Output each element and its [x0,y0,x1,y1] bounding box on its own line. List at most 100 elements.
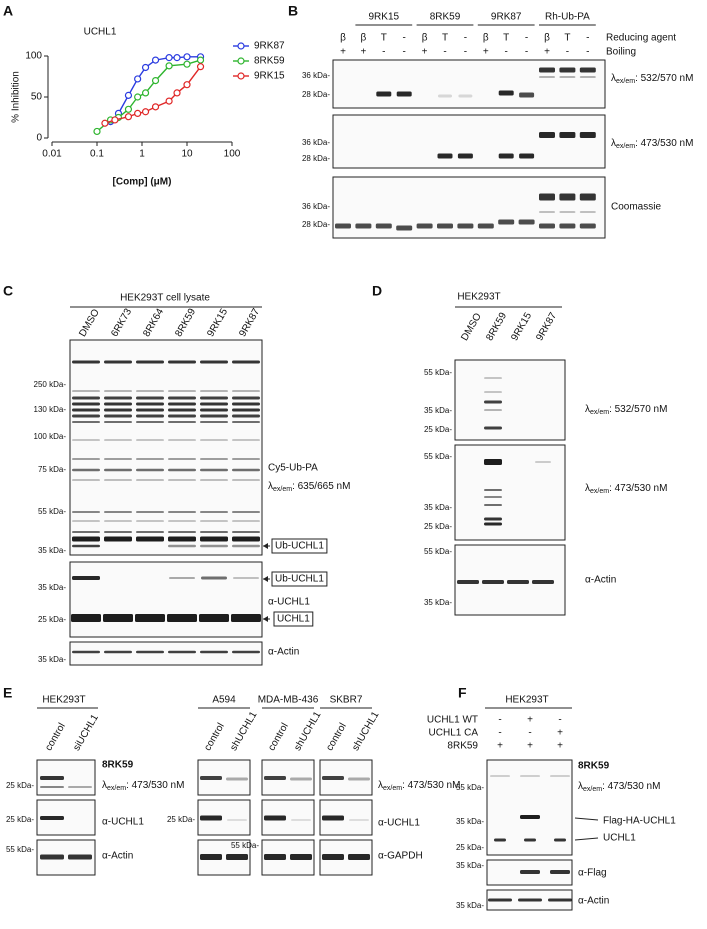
y-tick-label: 0 [36,133,42,144]
lane-condition: - [558,715,561,726]
lambda: λ [268,481,273,492]
antibody-label: α-UCHL1 [102,817,144,828]
y-tick-label: 50 [31,92,43,103]
band [135,614,165,622]
lambda: λ [378,780,383,791]
band [524,838,536,842]
band [200,544,228,548]
marker-label: 28 kDa- [302,154,330,163]
band [550,775,570,777]
band [72,396,100,400]
lane-condition: - [525,33,528,44]
band [201,576,227,580]
band [136,531,164,533]
band [200,854,222,860]
band [104,468,132,472]
lane-condition: + [340,47,346,58]
marker-label: 25 kDa- [6,781,34,790]
band [104,360,132,364]
marker-label: 25 kDa- [456,843,484,852]
band [322,776,344,780]
legend-label: 9RK15 [254,71,285,82]
band [232,402,260,406]
band [72,520,100,522]
band [539,76,555,78]
data-point [101,119,109,127]
lane-condition: + [360,47,366,58]
data-point [141,63,150,72]
band [233,577,259,579]
group-label: 8RK59 [430,12,461,23]
band [348,777,370,781]
band [136,402,164,406]
lambda: λ [611,73,616,84]
band [136,479,164,481]
band [68,854,92,860]
band [579,193,596,201]
band [494,838,506,842]
band [168,520,196,522]
lane-label: siUCHL1 [71,712,101,753]
band [290,777,312,781]
lane-label: shUCHL1 [228,709,259,752]
legend-marker [237,57,245,65]
band [72,536,100,542]
marker-label: 250 kDa- [34,380,67,389]
cell-line-label: SKBR7 [330,695,363,706]
marker-label: 55 kDa- [424,452,452,461]
band [548,898,572,902]
data-point [93,127,101,136]
band [520,775,540,777]
band [437,153,453,159]
lane-condition: β [422,33,428,44]
band [104,421,132,423]
marker-label: 55 kDa- [424,547,452,556]
data-point [173,54,181,62]
lane-condition: T [503,33,509,44]
band [291,819,311,821]
panel-title: HEK293T cell lysate [120,293,210,304]
band [484,459,502,465]
band [136,468,164,472]
lambda: λ [102,780,107,791]
band [72,421,100,423]
data-point [165,62,173,70]
antibody-label: α-Actin [102,851,133,862]
lane-label: 8RK59 [173,306,198,338]
wavelength-label: λex/em: 532/570 nM [585,404,667,416]
boxed-label: Ub-UCHL1 [275,574,324,585]
lane-label: DMSO [459,311,484,343]
lane-label: DMSO [77,307,102,339]
blot [332,59,606,109]
band [535,461,551,463]
band [579,76,596,78]
band [104,439,132,441]
arrow [574,817,599,821]
panel-title: HEK293T [42,695,85,706]
band [484,400,502,404]
chart-title: UCHL1 [84,27,117,38]
lane-condition: - [403,47,406,58]
band [375,223,392,229]
band [72,531,100,533]
band [72,544,100,548]
marker-label: 35 kDa- [456,817,484,826]
lane-condition: + [497,741,503,752]
band [72,402,100,406]
band-label: Flag-HA-UCHL1 [603,816,676,827]
antibody-label: α-Actin [585,575,616,586]
y-axis-title: % Inhibition [11,71,22,123]
data-point [151,56,160,64]
wavelength: : 473/530 nM [602,781,660,792]
band [168,402,196,406]
x-tick-label: 100 [224,149,241,160]
marker-label: 28 kDa- [302,220,330,229]
band [168,511,196,513]
data-point [151,76,160,85]
band [484,426,502,430]
band [136,421,164,423]
marker-label: 55 kDa- [231,841,259,850]
lambda: λ [585,483,590,494]
panel-title: HEK293T [457,292,500,303]
data-point [165,54,173,62]
